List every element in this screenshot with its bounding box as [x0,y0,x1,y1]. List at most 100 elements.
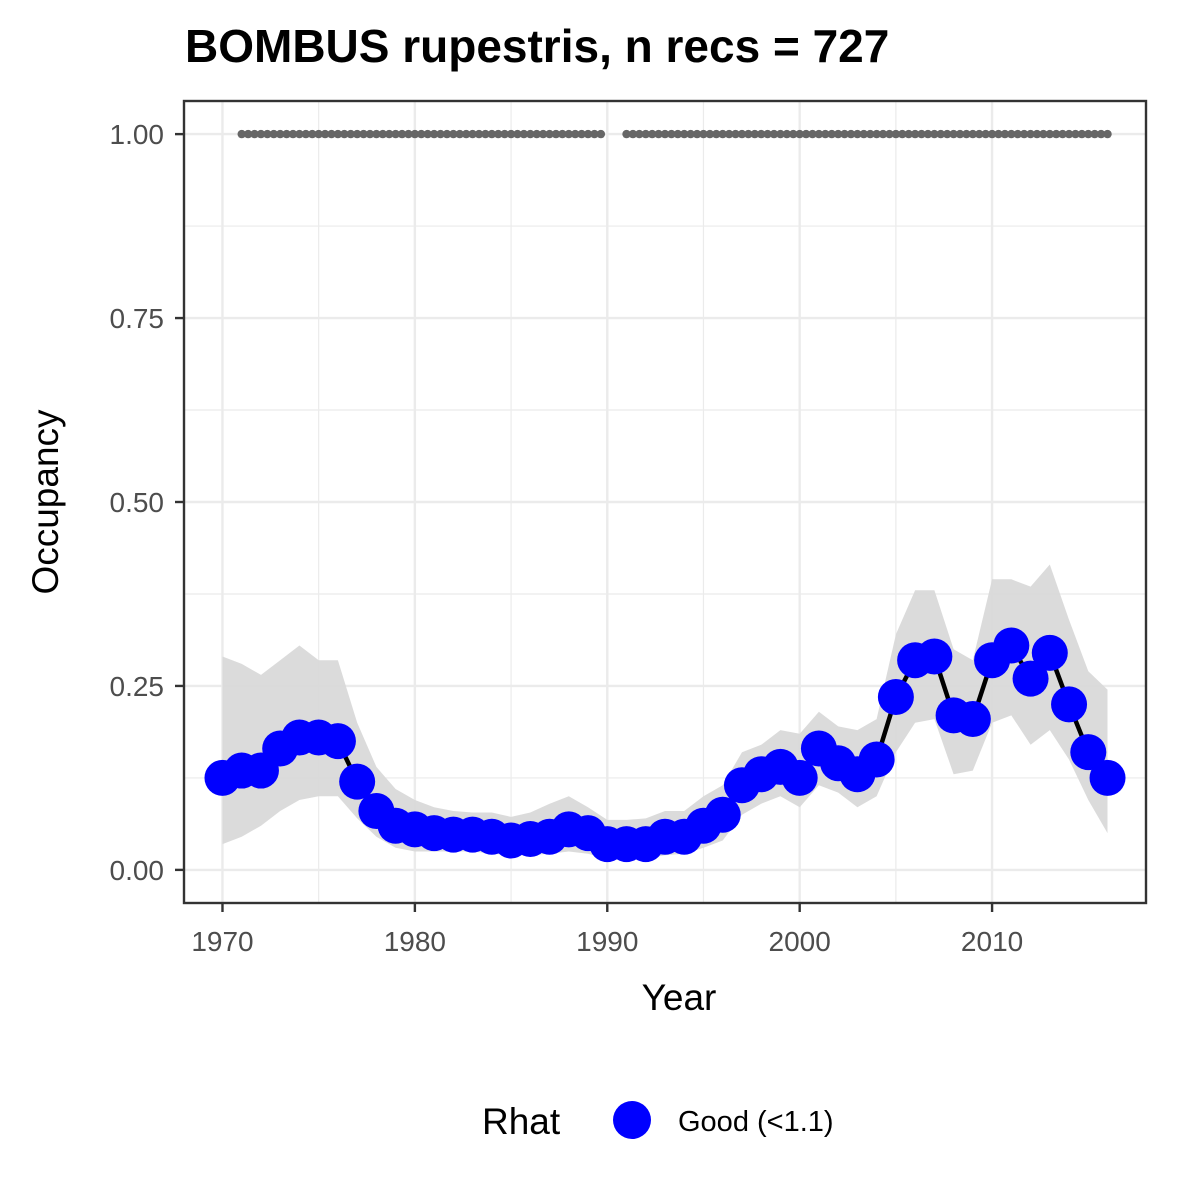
record-dot [692,129,702,139]
occupancy-point [704,796,741,833]
record-dot [840,129,849,139]
record-dot [352,129,362,139]
record-dot [1045,129,1055,139]
record-dot [1084,129,1093,139]
record-dot [904,129,913,139]
record-dot [442,129,452,139]
record-dot [750,129,759,139]
record-dot [859,129,869,139]
record-dot [346,129,355,139]
record-dot [404,129,413,139]
record-dot [898,129,907,139]
record-dot [564,129,573,139]
x-tick-label: 2010 [961,926,1023,957]
record-dot [866,129,875,139]
record-dot [853,129,862,139]
record-dot [532,129,541,139]
x-tick-label: 1980 [384,926,446,957]
record-dot [680,129,689,139]
record-dot [288,129,298,139]
occupancy-points [204,627,1126,863]
record-dot [936,129,945,139]
y-tick-label: 0.75 [110,303,165,334]
record-dot [340,129,349,139]
legend: Rhat Good (<1.1) [482,1101,834,1142]
y-tick-label: 0.00 [110,855,165,886]
chart-title: BOMBUS rupestris, n recs = 727 [185,20,889,72]
record-dot [930,129,939,139]
record-dot [635,129,644,139]
record-dot [365,129,375,139]
x-axis-title: Year [642,977,717,1018]
occupancy-point [1070,734,1107,771]
record-dot [372,129,381,139]
record-dot [1032,129,1042,139]
record-dot [673,129,683,139]
record-dot [526,129,535,139]
record-dot [583,129,593,139]
record-dot [968,129,978,139]
record-dot [481,129,490,139]
x-tick-label: 2000 [769,926,831,957]
record-dot [378,129,388,139]
record-dot [667,129,676,139]
occupancy-point [877,678,914,715]
record-dot [250,129,259,139]
record-dot [1000,129,1010,139]
y-axis-title: Occupancy [25,409,66,595]
record-dot [1090,129,1099,139]
record-dot [590,129,599,139]
record-dot [628,129,638,139]
record-dot [1026,129,1035,139]
record-dot [385,129,394,139]
record-dot [269,129,278,139]
record-dot [776,129,785,139]
record-dot [571,129,580,139]
record-dot [712,129,721,139]
record-dot [801,129,811,139]
record-dot [455,129,464,139]
y-tick-label: 1.00 [110,119,165,150]
record-dot [1077,129,1087,139]
record-dot [1071,129,1080,139]
record-dot [494,129,503,139]
record-dot [821,129,830,139]
record-dot [917,129,926,139]
record-dot [436,129,445,139]
record-dot [872,129,881,139]
record-dot [243,129,253,139]
record-dot [596,129,606,139]
record-dot [577,129,586,139]
record-dot [878,129,888,139]
record-dot [660,129,670,139]
record-dot [827,129,836,139]
record-dot [1058,129,1067,139]
record-dot [782,129,792,139]
record-dot [1096,129,1106,139]
legend-label: Good (<1.1) [678,1106,834,1138]
occupancy-point [1051,686,1088,723]
occupancy-point [339,763,376,800]
record-dot [276,129,285,139]
record-dot [314,129,323,139]
record-dot [981,129,990,139]
record-dot [500,129,509,139]
record-dot [301,129,311,139]
record-dot [744,129,753,139]
record-dot [814,129,824,139]
record-dot [468,129,477,139]
record-dot [333,129,343,139]
record-dot [474,129,484,139]
record-dot [545,129,554,139]
ribbon-area [222,564,1108,859]
record-dot [327,129,336,139]
record-dot [417,129,426,139]
record-dot [769,129,779,139]
record-dot [641,129,650,139]
record-dot [975,129,984,139]
occupancy-point [916,638,953,675]
record-dot [519,129,529,139]
record-dot [391,129,400,139]
occupancy-point [781,759,818,796]
